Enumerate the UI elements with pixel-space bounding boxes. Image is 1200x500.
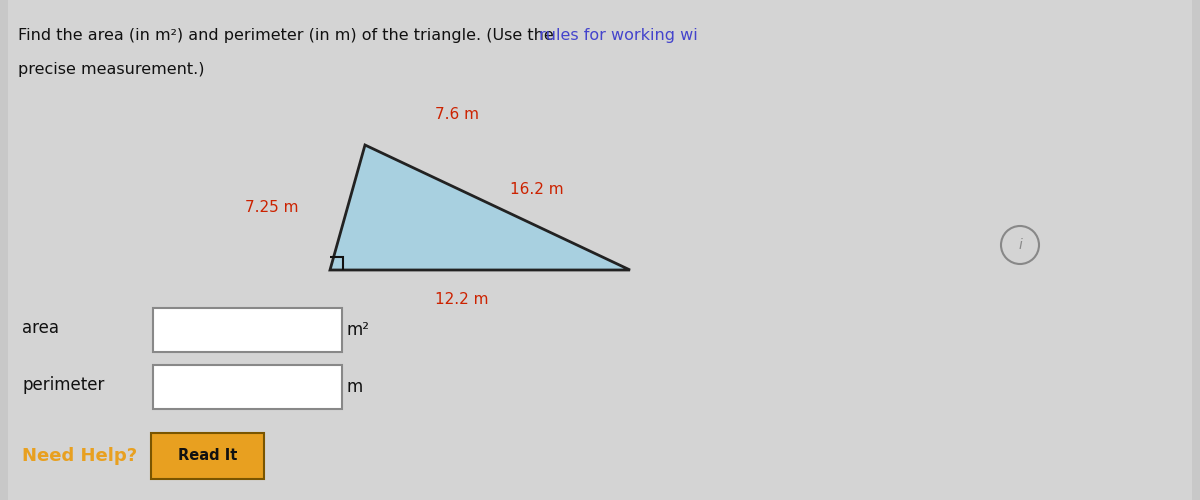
FancyBboxPatch shape	[154, 308, 342, 352]
Text: 12.2 m: 12.2 m	[434, 292, 488, 307]
FancyBboxPatch shape	[154, 365, 342, 409]
Text: precise measurement.): precise measurement.)	[18, 62, 204, 77]
Text: Read It: Read It	[179, 448, 238, 464]
Text: rules for working wi: rules for working wi	[540, 28, 698, 43]
Text: perimeter: perimeter	[22, 376, 104, 394]
Text: Find the area (in m²) and perimeter (in m) of the triangle. (Use the: Find the area (in m²) and perimeter (in …	[18, 28, 559, 43]
Text: 7.6 m: 7.6 m	[434, 107, 479, 122]
Text: m²: m²	[346, 321, 370, 339]
FancyBboxPatch shape	[8, 0, 1192, 500]
Text: Need Help?: Need Help?	[22, 447, 137, 465]
Text: 16.2 m: 16.2 m	[510, 182, 564, 198]
Text: i: i	[1018, 238, 1022, 252]
Polygon shape	[330, 145, 630, 270]
Text: 7.25 m: 7.25 m	[245, 200, 299, 216]
Text: m: m	[346, 378, 362, 396]
FancyBboxPatch shape	[151, 433, 264, 479]
Text: area: area	[22, 319, 59, 337]
